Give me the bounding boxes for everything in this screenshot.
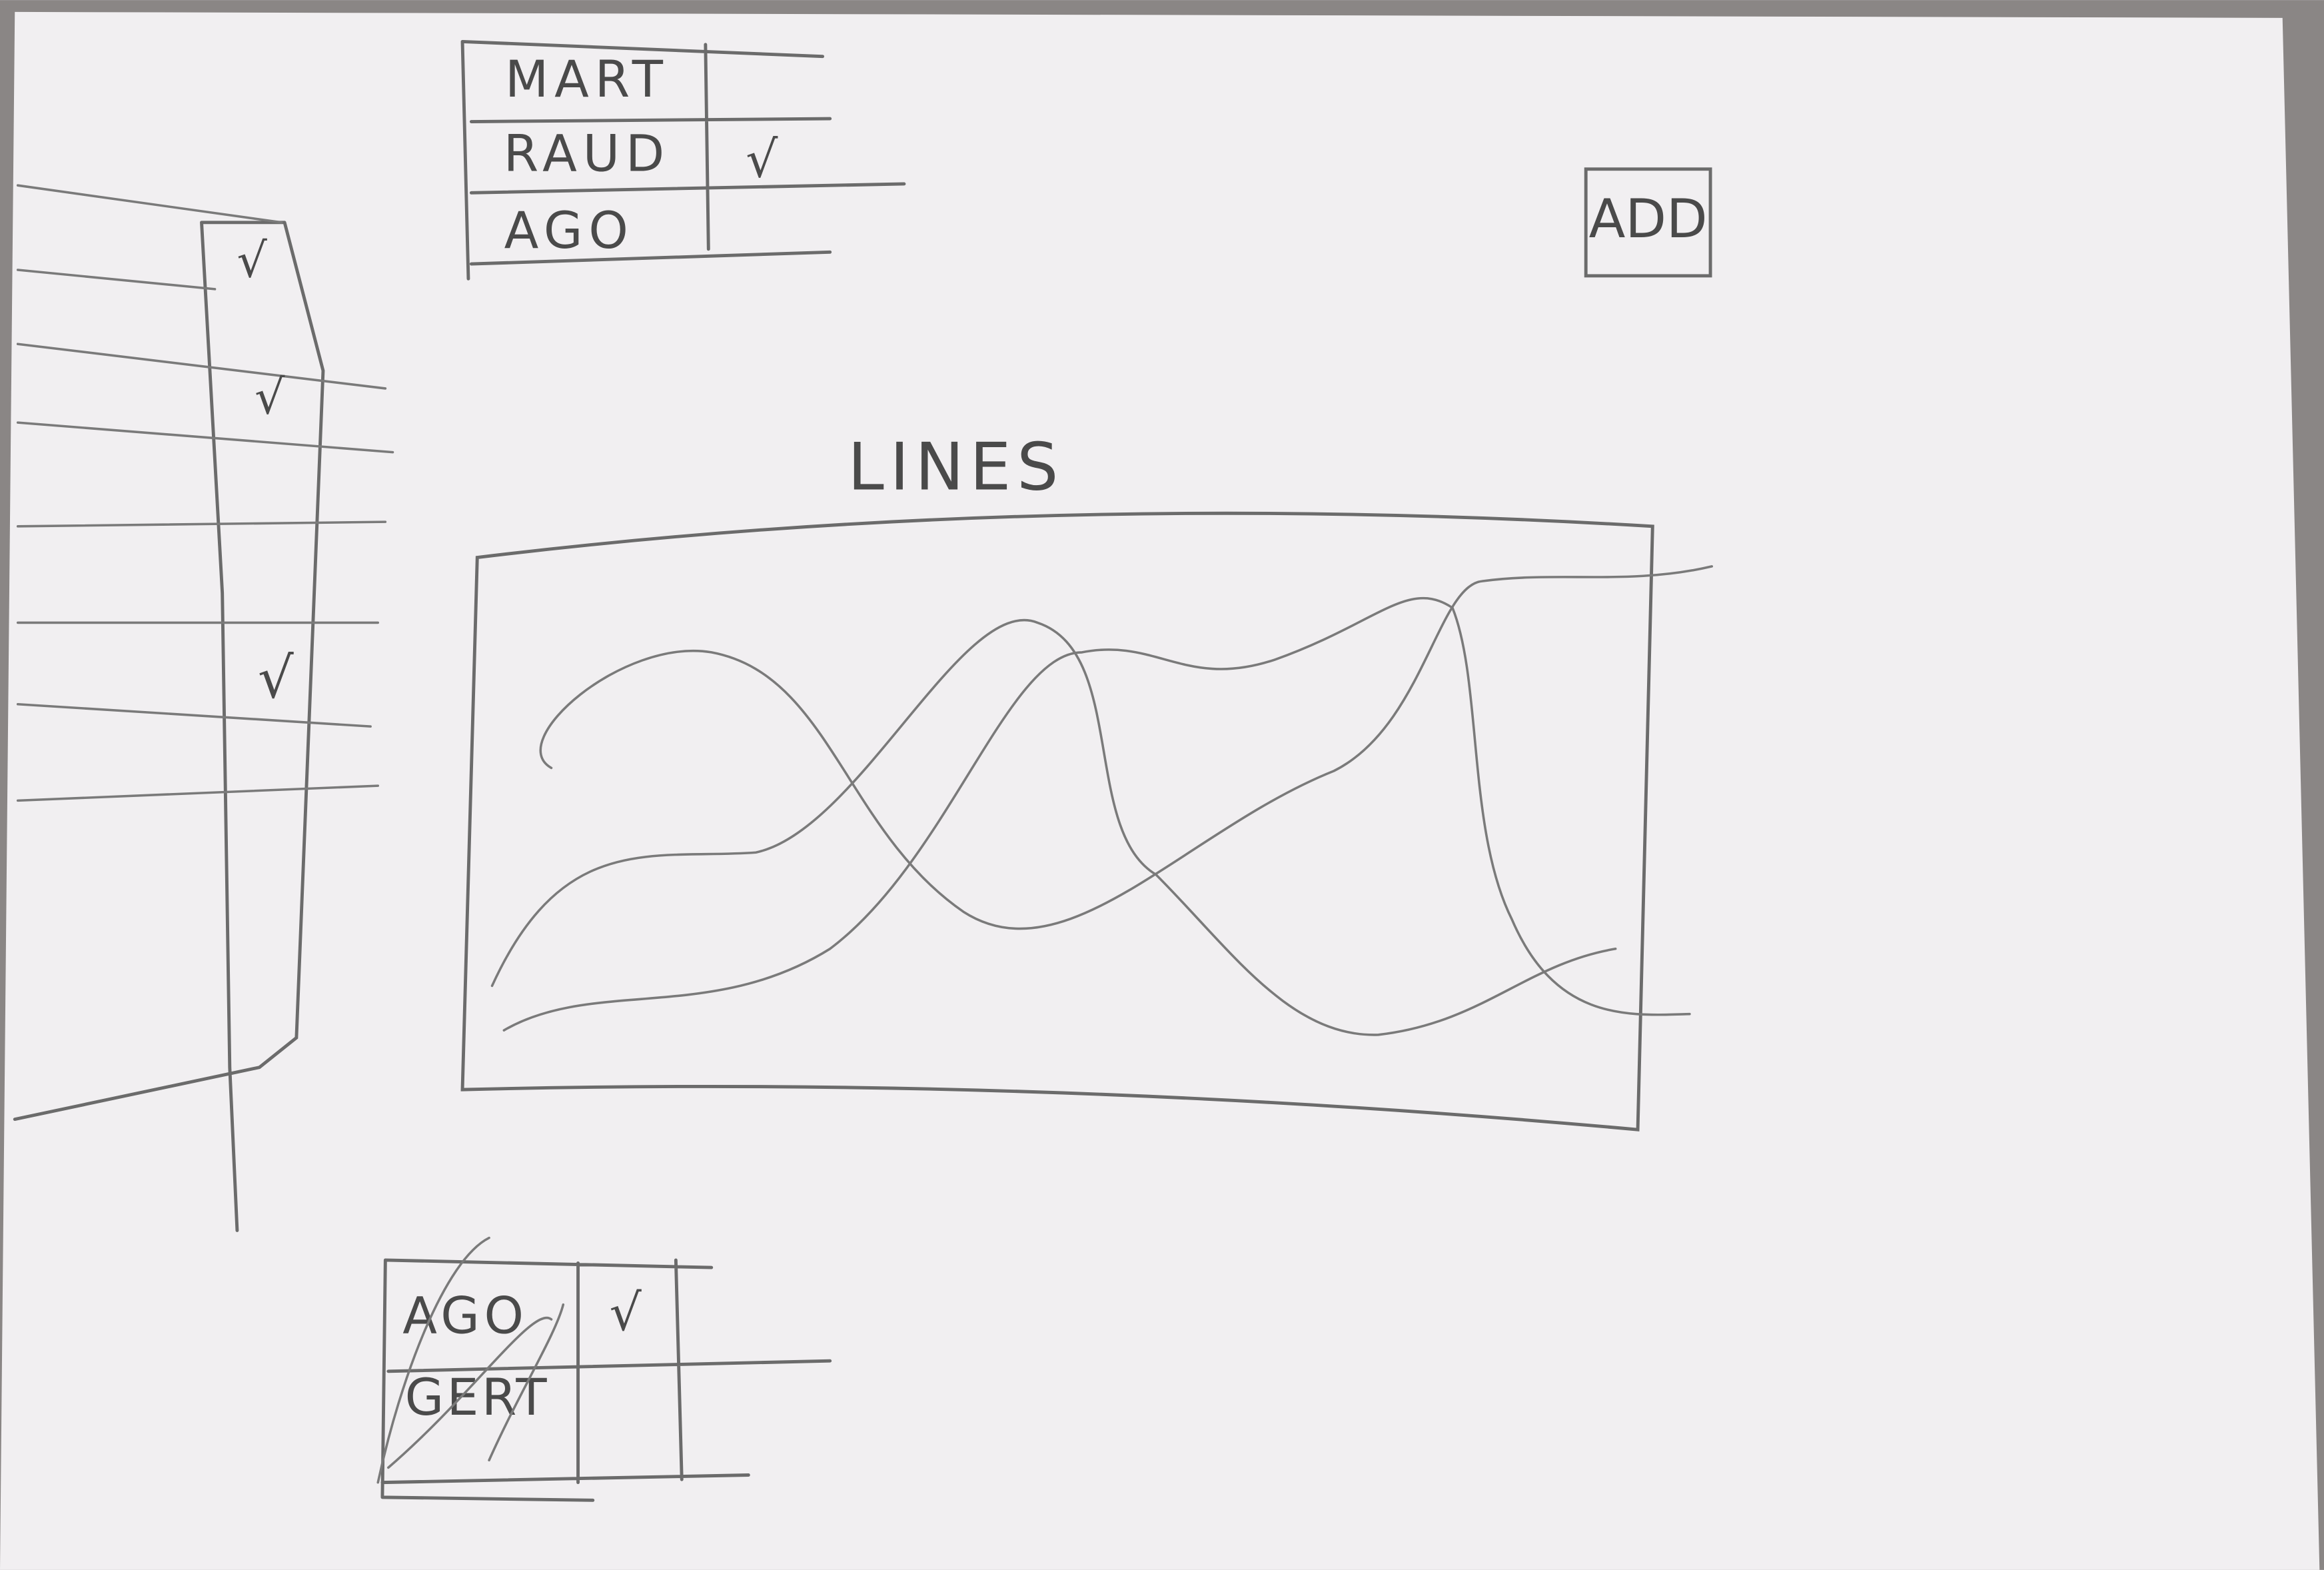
table-lines — [380, 1258, 832, 1502]
button-label[interactable]: ADD — [1589, 188, 1708, 250]
strike-through — [376, 1236, 565, 1484]
row-check[interactable]: √ — [258, 645, 294, 710]
row-name: MART — [505, 50, 669, 109]
side-table: √ √ √ — [13, 184, 394, 1232]
add-button[interactable]: ADD — [1584, 167, 1712, 278]
table-lines — [16, 184, 394, 802]
chart-line — [539, 565, 1714, 930]
bottom-table: AGO GERT √ — [376, 1236, 832, 1502]
row-name: AGO — [504, 201, 634, 260]
chart-line — [502, 596, 1691, 1032]
top-table: MART RAUD AGO √ — [460, 39, 906, 281]
button-frame[interactable] — [1584, 167, 1712, 278]
paper — [0, 11, 2320, 1570]
chart-frame — [460, 511, 1654, 1132]
row-name: GERT — [405, 1368, 550, 1427]
row-check[interactable]: √ — [746, 130, 778, 189]
row-name: RAUD — [504, 124, 670, 183]
row-check[interactable]: √ — [610, 1283, 642, 1342]
chart-title: LINES — [848, 429, 1064, 505]
chart — [460, 511, 1714, 1132]
table-lines — [13, 221, 325, 1232]
row-check[interactable]: √ — [237, 233, 267, 289]
chart-line — [490, 619, 1617, 1036]
table-lines — [460, 39, 906, 281]
row-check[interactable]: √ — [255, 369, 285, 424]
